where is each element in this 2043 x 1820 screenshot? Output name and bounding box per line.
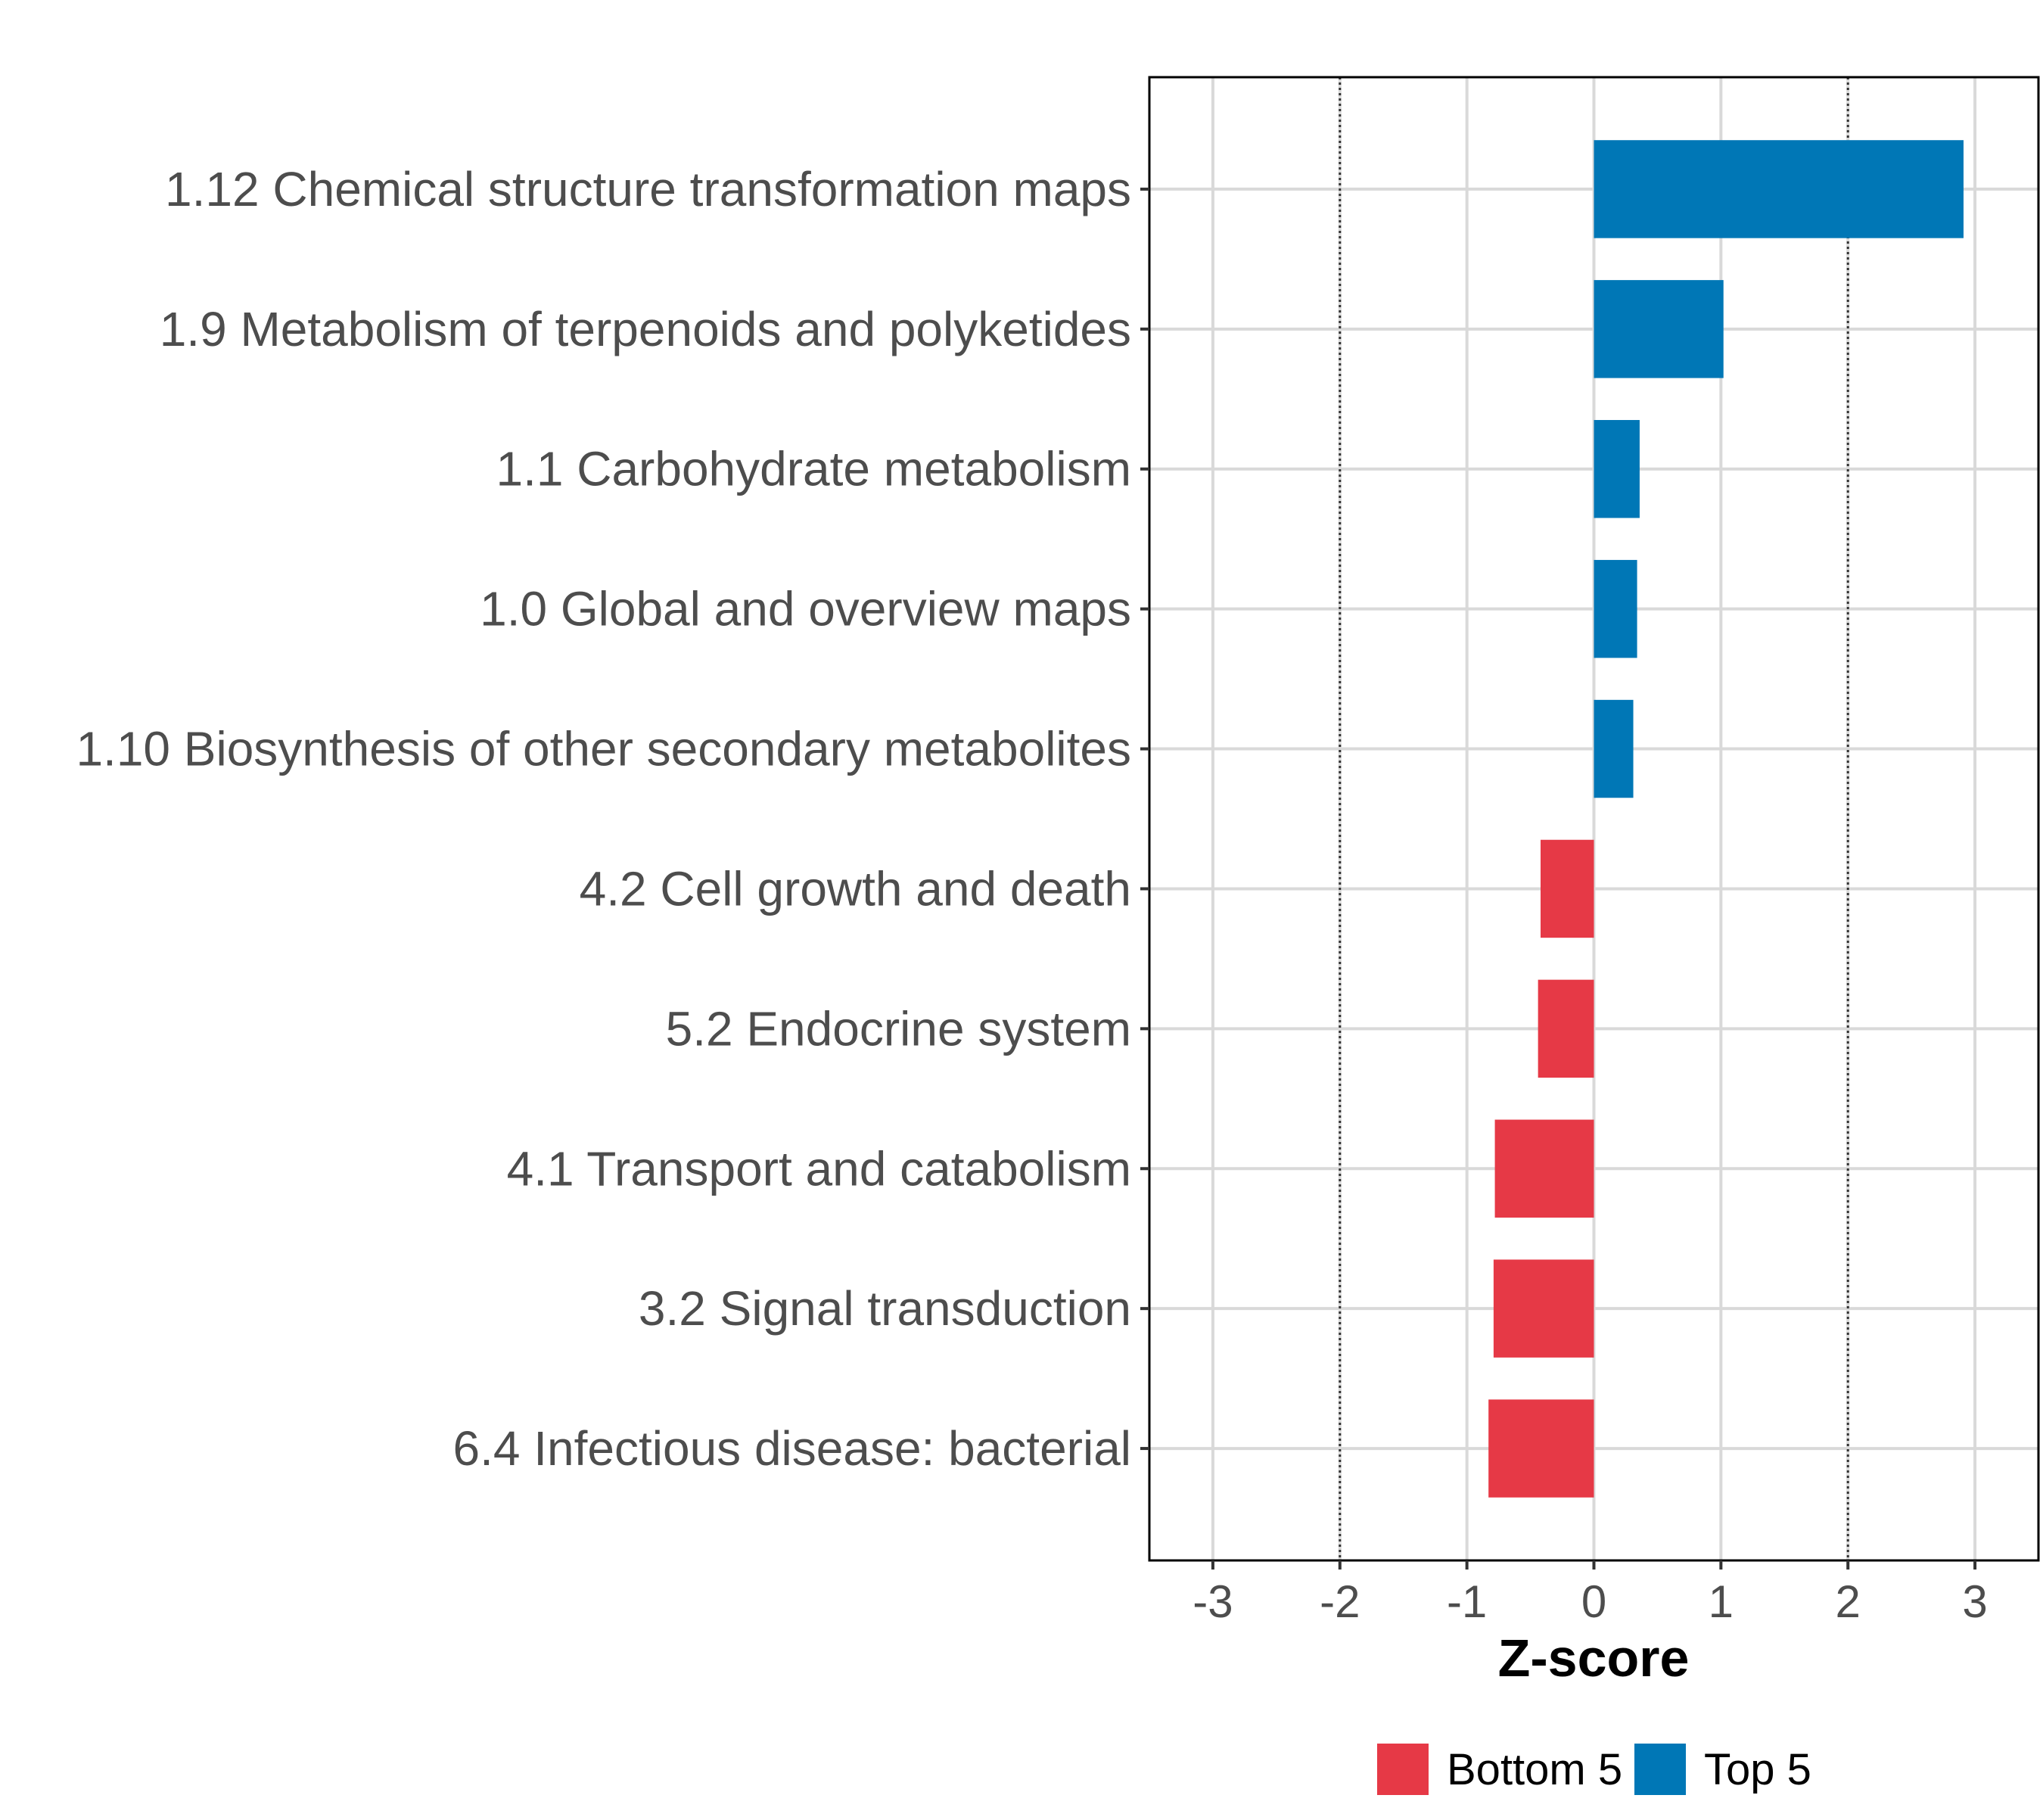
category-label: 6.4 Infectious disease: bacterial: [452, 1421, 1131, 1476]
x-tick-label: -2: [1320, 1576, 1360, 1627]
bar: [1594, 280, 1724, 378]
x-axis-title: Z-score: [1498, 1629, 1690, 1688]
bar: [1494, 1119, 1594, 1218]
legend: Bottom 5 Top 5: [1377, 1744, 1811, 1795]
legend-swatch: [1377, 1744, 1429, 1795]
bar: [1493, 1259, 1594, 1358]
category-label: 1.10 Biosynthesis of other secondary met…: [76, 722, 1131, 776]
reference-lines: [1339, 77, 1849, 1560]
bar: [1594, 559, 1637, 658]
x-tick-label: 2: [1836, 1576, 1861, 1627]
category-label: 4.1 Transport and catabolism: [507, 1141, 1131, 1196]
legend-swatch: [1634, 1744, 1686, 1795]
bar: [1541, 839, 1594, 938]
y-axis: 1.12 Chemical structure transformation m…: [76, 162, 1149, 1476]
category-label: 1.12 Chemical structure transformation m…: [165, 162, 1131, 216]
bar: [1488, 1399, 1594, 1498]
x-axis: -3 -2 -1 0 1 2 3: [1193, 1560, 1988, 1627]
category-label: 3.2 Signal transduction: [639, 1281, 1131, 1336]
bar: [1594, 699, 1634, 798]
category-label: 4.2 Cell growth and death: [580, 861, 1131, 916]
bars: [1488, 140, 1964, 1498]
x-tick-label: -1: [1447, 1576, 1487, 1627]
category-label: 1.9 Metabolism of terpenoids and polyket…: [160, 302, 1131, 356]
category-label: 5.2 Endocrine system: [666, 1001, 1131, 1056]
category-label: 1.1 Carbohydrate metabolism: [496, 442, 1131, 496]
x-tick-label: 1: [1709, 1576, 1734, 1627]
x-tick-label: 0: [1581, 1576, 1606, 1627]
x-tick-label: -3: [1193, 1576, 1233, 1627]
bar: [1594, 140, 1964, 238]
category-label: 1.0 Global and overview maps: [480, 582, 1131, 636]
bar: [1538, 979, 1594, 1078]
bar: [1594, 420, 1640, 518]
legend-label: Bottom 5: [1447, 1745, 1622, 1794]
x-tick-label: 3: [1962, 1576, 1987, 1627]
legend-label: Top 5: [1704, 1745, 1811, 1794]
